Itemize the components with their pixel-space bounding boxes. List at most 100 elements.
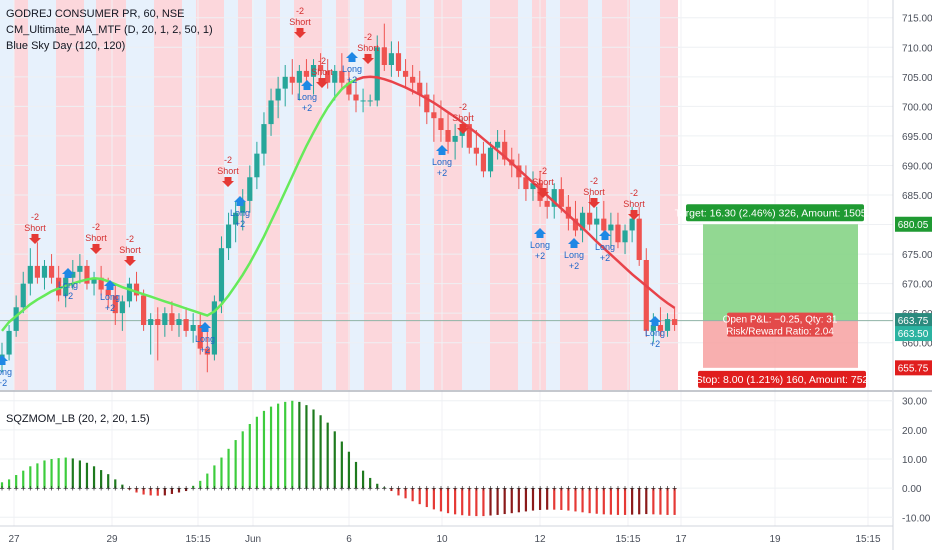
squeeze-dot: + [424,484,429,494]
price-tick-label: 700.00 [902,102,932,113]
short-signal-value: -2 [318,56,326,66]
squeeze-dot: + [658,484,663,494]
squeeze-dot: + [275,484,280,494]
price-tag [895,216,932,232]
long-arrow-icon [234,196,246,206]
long-arrow-icon [301,80,313,90]
candle [664,319,671,331]
squeeze-dot: + [6,484,11,494]
squeeze-dot: + [290,484,295,494]
short-signal-value: -2 [31,212,39,222]
short-arrow-icon [124,256,136,266]
candle [551,189,557,207]
ma-line-rising [1,78,357,332]
squeeze-dot: + [268,484,273,494]
long-signal-value: +2 [105,303,115,313]
candle [565,206,571,219]
price-tag-label: 680.05 [898,220,929,231]
osc-tick-label: 30.00 [902,397,927,408]
squeeze-dot: + [304,484,309,494]
candle [657,325,664,331]
indicator-label-sqzmom[interactable]: SQZMOM_LB (20, 2, 20, 1.5) [6,413,150,425]
candle [303,70,310,77]
squeeze-dot: + [587,484,592,494]
squeeze-dot: + [0,484,5,494]
long-signal-value: +2 [650,339,660,349]
squeeze-dot: + [629,484,634,494]
squeeze-dot: + [467,484,472,494]
candle [473,147,479,154]
target-label-bg [686,204,864,222]
squeeze-dot: + [672,484,677,494]
squeeze-dot: + [106,484,111,494]
candle [672,319,678,325]
squeeze-dot: + [63,484,68,494]
candle [148,319,154,325]
squeeze-dot: + [212,484,217,494]
long-signal-label: Long [645,328,665,338]
candle [480,153,487,172]
long-signal-label: Long [530,240,550,250]
candle [438,118,444,130]
candle [594,218,600,225]
short-signal-label: Short [311,67,333,77]
long-arrow-icon [534,228,546,238]
long-arrow-icon [0,355,8,365]
squeeze-dot: + [410,484,415,494]
long-arrow-icon [346,52,358,62]
squeeze-dot: + [205,484,210,494]
squeeze-dot: + [283,484,288,494]
squeeze-dot: + [502,484,507,494]
candle [190,325,196,331]
candle [608,224,614,231]
squeeze-dot: + [637,484,642,494]
candle [452,135,458,142]
candle [41,265,48,278]
short-signal-value: -2 [126,234,134,244]
squeeze-dot: + [431,484,436,494]
osc-tick-label: 20.00 [902,426,927,437]
candle [360,100,366,102]
short-signal-value: -2 [364,32,372,42]
candle [417,82,423,95]
time-tick-label: 17 [675,534,687,545]
squeeze-dot: + [495,484,500,494]
price-tick-label: 710.00 [902,43,932,54]
long-signal-label: Long [0,367,12,377]
long-signal-label: Long [432,157,452,167]
squeeze-dot: + [382,484,387,494]
squeeze-dot: + [339,484,344,494]
short-signal-label: Short [217,166,239,176]
short-arrow-icon [457,124,469,134]
squeeze-dot: + [148,484,153,494]
candle [332,70,338,83]
squeeze-dot: + [297,484,302,494]
squeeze-dot: + [325,484,330,494]
squeeze-dot: + [332,484,337,494]
squeeze-dot: + [403,484,408,494]
squeeze-dot: + [559,484,564,494]
candle [615,224,621,243]
short-arrow-icon [90,244,102,254]
indicator-label-ma[interactable]: CM_Ultimate_MA_MTF (D, 20, 1, 2, 50, 1) [6,24,213,36]
candle [622,230,628,243]
squeeze-dot: + [601,484,606,494]
indicator-label-bluesky[interactable]: Blue Sky Day (120, 120) [6,40,126,52]
osc-tick-label: 10.00 [902,455,927,466]
squeeze-dot: + [318,484,323,494]
long-signal-value: +2 [0,378,7,388]
short-signal-value: -2 [224,155,232,165]
squeeze-dot: + [537,484,542,494]
squeeze-dot: + [545,484,550,494]
squeeze-dot: + [198,484,203,494]
squeeze-dot: + [219,484,224,494]
squeeze-dot: + [311,484,316,494]
candle [126,283,133,302]
candle [346,82,352,95]
long-signal-label: Long [195,334,215,344]
candle [112,295,118,314]
short-signal-value: -2 [296,6,304,16]
candle [466,124,472,148]
squeeze-dot: + [176,484,181,494]
